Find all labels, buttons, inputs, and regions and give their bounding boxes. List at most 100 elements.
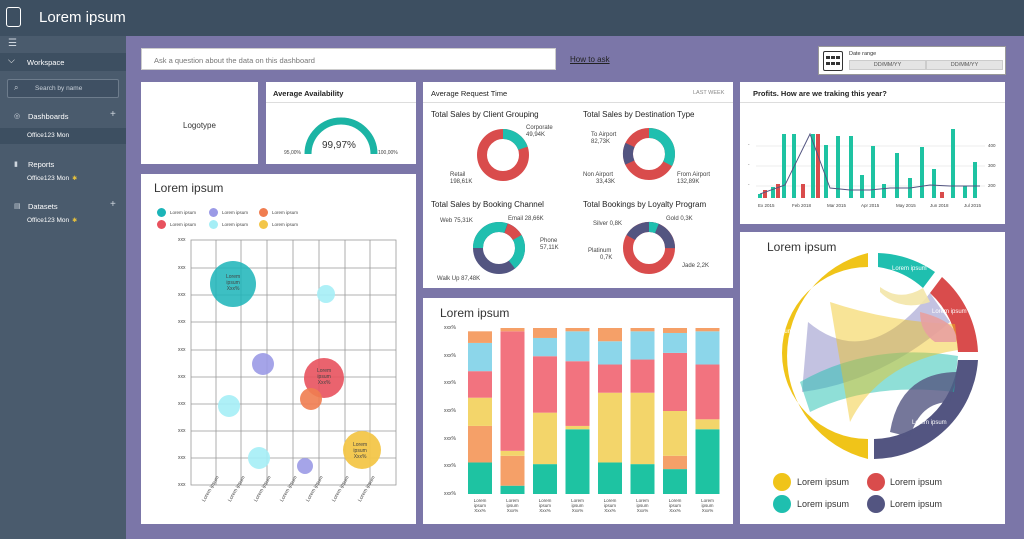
sidebar-item-label: Office123 Mon <box>27 217 70 224</box>
profit-bar <box>771 187 775 198</box>
stacked-segment <box>565 331 590 362</box>
bubble <box>343 431 381 469</box>
bubble-legend-label: Lorem ipsum <box>272 222 299 227</box>
y-tick: xxx <box>178 237 186 243</box>
from-airport-value: 132,89K <box>677 179 700 185</box>
profits-chart <box>756 129 985 198</box>
bubble <box>248 447 270 469</box>
date-from-field[interactable]: DD/MM/YY <box>849 60 926 70</box>
stacked-segment <box>695 328 720 332</box>
legend-label: Lorem ipsum <box>797 477 850 487</box>
bubble-legend-label: Lorem ipsum <box>222 222 249 227</box>
gold-label: Gold 0,3K <box>666 216 693 222</box>
ask-placeholder: Ask a question about the data on this da… <box>154 56 315 65</box>
sidebar-item-dashboard[interactable]: Office123 Mon <box>0 128 126 144</box>
profit-bar <box>860 175 864 198</box>
chord-segment-label-red: Lorem ipsum <box>932 309 967 315</box>
hamburger-icon[interactable]: ☰ <box>8 38 17 49</box>
reports-icon: ▮ <box>14 161 18 168</box>
y-tick: xxx% <box>444 325 456 331</box>
stacked-bar-chart <box>468 328 720 494</box>
chord-card: Lorem ipsum Lorem ipsum Lorem ipsum Lore… <box>740 232 1005 524</box>
app-title: Lorem ipsum <box>39 9 126 26</box>
from-airport-label: From Airport <box>677 172 711 178</box>
right-tick: 200 <box>988 183 996 188</box>
donut-client-grouping <box>477 129 529 181</box>
donut-slice-silver <box>623 222 675 274</box>
x-tick: Lorem ipsum Xxx% <box>701 498 714 513</box>
profit-bar <box>776 184 780 198</box>
legend-label: Lorem ipsum <box>890 477 943 487</box>
add-dataset-icon[interactable]: + <box>110 199 116 210</box>
nav-reports-label: Reports <box>28 160 55 169</box>
phone-label: Phone <box>540 238 558 244</box>
x-tick: Lorem ipsum Xxx% <box>636 498 649 513</box>
profits-title: Profits. How are we traking this year? <box>753 89 887 98</box>
stacked-segment <box>468 397 492 426</box>
stacked-segment <box>533 356 557 413</box>
stacked-segment <box>598 364 622 393</box>
date-range-picker: Date range DD/MM/YY DD/MM/YY <box>818 46 1006 75</box>
stacked-segment <box>598 462 622 494</box>
x-tick: Lorem ipsum Xxx% <box>603 498 617 513</box>
x-label: Apr 2015 <box>861 203 880 208</box>
chord-segment-teal <box>878 253 935 288</box>
search-input[interactable]: ⌕ Search by name <box>7 79 119 98</box>
booking-channel-title: Total Sales by Booking Channel <box>431 200 544 209</box>
app-icon[interactable] <box>6 7 21 27</box>
x-tick: Lorem ipsum Xxx% <box>473 498 487 513</box>
chord-segment-label-teal: Lorem ipsum <box>892 266 927 272</box>
profit-bar <box>871 146 875 198</box>
stacked-segment <box>598 341 622 365</box>
donut-slice-email <box>473 222 525 274</box>
stacked-segment <box>598 392 622 463</box>
destination-type-title: Total Sales by Destination Type <box>583 110 695 119</box>
availability-max: 100,00% <box>378 150 398 156</box>
availability-card: Average Availability 99,97% 95,00% 100,0… <box>266 82 416 164</box>
profit-bar <box>836 136 840 198</box>
stacked-segment <box>695 429 720 494</box>
y-tick: xxx <box>178 428 186 434</box>
stacked-segment <box>533 464 557 494</box>
stacked-segment <box>695 419 720 430</box>
profit-bar <box>782 134 786 198</box>
date-to-field[interactable]: DD/MM/YY <box>926 60 1003 70</box>
stacked-segment <box>630 328 655 332</box>
workspace-toggle[interactable]: ⌵ Workspace <box>0 53 126 71</box>
platinum-value: 0,7K <box>600 255 613 261</box>
profit-bar <box>816 134 820 198</box>
top-bar: Lorem ipsum <box>0 0 1024 36</box>
legend-label: Lorem ipsum <box>890 499 943 509</box>
sidebar-item-dataset[interactable]: Office123 Mon ✱ <box>0 213 126 229</box>
how-to-ask-link[interactable]: How to ask <box>570 55 610 64</box>
stacked-segment <box>533 337 557 357</box>
donut-slice-to-airport <box>623 128 675 180</box>
bubble-plot <box>190 239 397 486</box>
chord-segment-navy <box>874 360 978 459</box>
ask-question-input[interactable]: Ask a question about the data on this da… <box>141 48 556 70</box>
stacked-segment <box>663 455 687 470</box>
chevron-down-icon: ⌵ <box>8 55 15 65</box>
availability-value: 99,97% <box>322 140 356 151</box>
big-bubble-label: Lorem ipsum Xxx% <box>226 274 241 292</box>
jade-label: Jade 2,2K <box>682 263 710 269</box>
bubble-legend-dot <box>157 208 166 217</box>
sidebar-item-report[interactable]: Office123 Mon ✱ <box>0 171 126 187</box>
bubble <box>317 285 335 303</box>
silver-label: Silver 0,8K <box>593 221 623 227</box>
donut-loyalty-program <box>623 222 675 274</box>
chord-diagram <box>782 253 978 459</box>
star-icon: ✱ <box>72 176 78 182</box>
donut-slice-corporate <box>477 129 529 181</box>
calendar-icon[interactable] <box>823 51 843 71</box>
add-dashboard-icon[interactable]: + <box>110 109 116 120</box>
sidebar-item-label: Office123 Mon <box>27 132 70 139</box>
email-label: Email 28,66K <box>508 216 544 222</box>
chord-segment-label-navy: Lorem ipsum <box>912 420 947 426</box>
profit-bar <box>849 136 853 198</box>
stacked-segment <box>663 352 687 411</box>
profit-bar <box>824 145 828 198</box>
logo-card: Logotype <box>141 82 258 164</box>
y-tick: xxx% <box>444 435 456 442</box>
period-filter[interactable]: LAST WEEK <box>693 90 725 96</box>
